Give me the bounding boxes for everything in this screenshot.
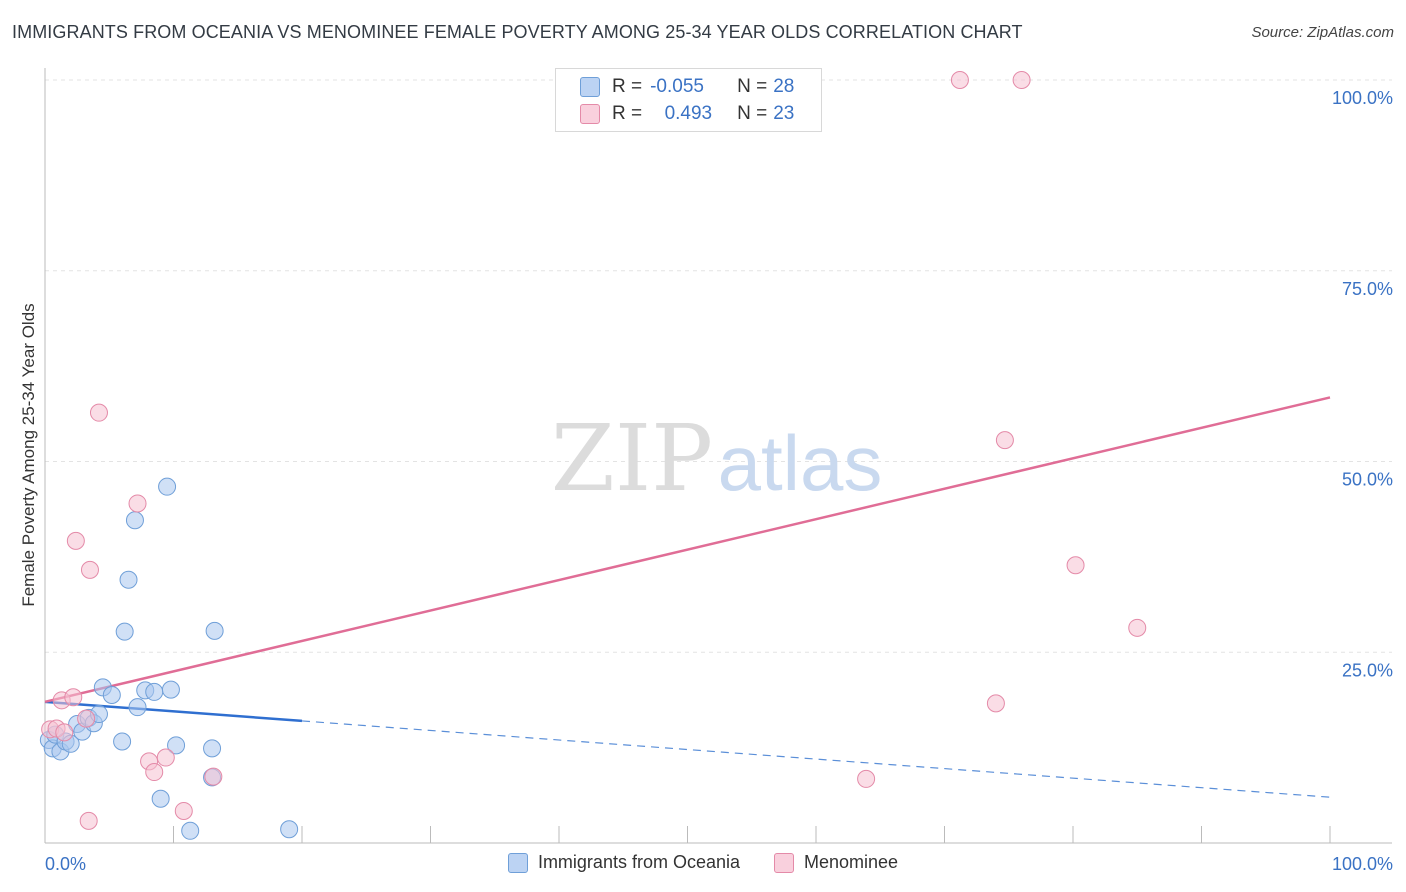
point-menominee: [89, 403, 108, 422]
n-label: N =: [737, 103, 768, 124]
legend-swatch-menominee: [774, 852, 794, 873]
r-value: -0.055: [650, 76, 704, 97]
point-menominee: [1128, 618, 1147, 637]
stats-row-menominee: R = 0.493 N = 23: [580, 101, 795, 127]
point-menominee: [950, 71, 969, 89]
legend-label-oceania: Immigrants from Oceania: [537, 852, 740, 872]
point-menominee: [857, 769, 876, 788]
x-tick-label: 100.0%: [1332, 854, 1393, 874]
legend-item-menominee: Menominee: [774, 852, 898, 873]
gridlines: [45, 79, 1392, 653]
point-menominee: [64, 688, 83, 707]
r-value: 0.493: [664, 103, 713, 124]
y-tick-label: 75.0%: [1342, 279, 1393, 299]
source-label: Source: ZipAtlas.com: [1251, 24, 1394, 41]
point-menominee: [995, 431, 1014, 450]
point-oceania: [125, 511, 144, 530]
watermark-zip: ZIP: [551, 405, 713, 512]
point-oceania: [128, 698, 147, 717]
trend-line-oceania: [44, 700, 303, 723]
point-menominee: [986, 694, 1005, 713]
point-menominee: [174, 801, 193, 820]
n-value: 28: [773, 76, 795, 97]
point-menominee: [55, 723, 74, 742]
data-points: [39, 71, 1147, 840]
point-oceania: [280, 820, 299, 839]
r-label: R =: [612, 103, 643, 124]
point-oceania: [115, 622, 134, 641]
legend-label-menominee: Menominee: [804, 852, 899, 872]
point-oceania: [167, 736, 186, 755]
point-menominee: [80, 560, 99, 579]
point-menominee: [77, 709, 96, 728]
y-tick-label: 50.0%: [1342, 470, 1393, 490]
trend-line-menominee: [44, 396, 1331, 704]
axes: [44, 68, 1392, 844]
point-menominee: [66, 531, 85, 550]
chart-title: IMMIGRANTS FROM OCEANIA VS MENOMINEE FEM…: [12, 22, 1023, 42]
point-menominee: [79, 811, 98, 830]
x-tick-label: 0.0%: [45, 854, 86, 874]
menominee-swatch: [580, 104, 600, 124]
point-oceania: [113, 732, 132, 751]
point-oceania: [151, 789, 170, 808]
trend-lines: [44, 396, 1331, 798]
legend-swatch-oceania: [507, 852, 528, 873]
point-oceania: [161, 680, 180, 699]
point-menominee: [204, 767, 223, 786]
y-tick-label: 25.0%: [1342, 660, 1393, 680]
point-oceania: [145, 682, 164, 701]
point-oceania: [119, 570, 138, 589]
point-oceania: [102, 685, 121, 704]
point-menominee: [156, 748, 175, 767]
r-label: R =: [612, 76, 643, 97]
trend-line-oceania-dashed: [301, 720, 1331, 798]
chart-legend: Immigrants from Oceania Menominee: [0, 852, 1406, 873]
legend-item-oceania: Immigrants from Oceania: [507, 852, 740, 873]
tick-labels: 25.0% 50.0% 75.0% 100.0% 0.0% 100.0%: [45, 88, 1393, 874]
n-value: 23: [773, 103, 795, 124]
watermark: ZIP atlas: [551, 405, 882, 512]
point-oceania: [181, 821, 200, 840]
stats-row-oceania: R = -0.055 N = 28: [580, 74, 795, 100]
point-menominee: [145, 763, 164, 782]
point-menominee: [128, 494, 147, 513]
point-oceania: [158, 477, 177, 496]
n-label: N =: [737, 76, 768, 97]
point-menominee: [1012, 71, 1031, 89]
y-axis-label: Female Poverty Among 25-34 Year Olds: [19, 303, 38, 606]
oceania-swatch: [580, 77, 600, 97]
stats-box: R = -0.055 N = 28 R = 0.493 N = 23: [555, 68, 822, 132]
point-oceania: [203, 739, 222, 758]
point-oceania: [205, 621, 224, 640]
y-tick-label: 100.0%: [1332, 88, 1393, 108]
point-menominee: [1066, 556, 1085, 575]
watermark-atlas: atlas: [718, 419, 883, 507]
